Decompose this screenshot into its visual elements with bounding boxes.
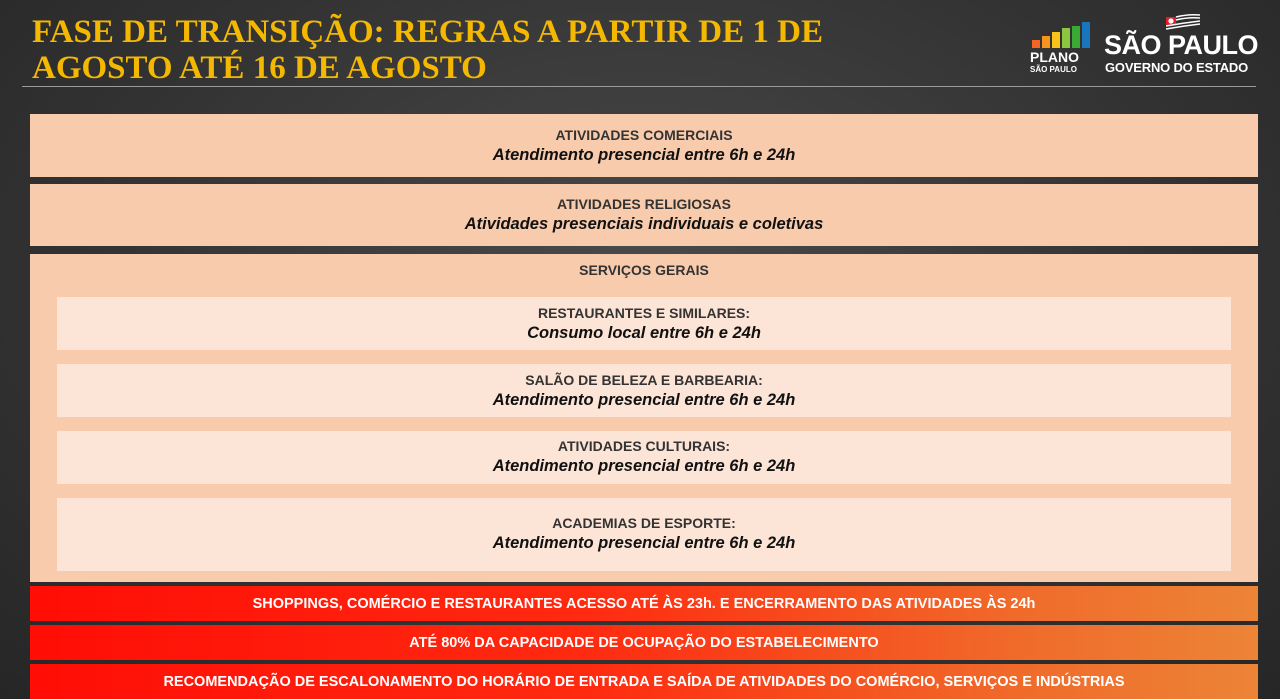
governo-sp-logo: SÃO PAULO GOVERNO DO ESTADO (1104, 14, 1274, 75)
section-servicos-gerais: SERVIÇOS GERAIS RESTAURANTES E SIMILARES… (30, 254, 1258, 582)
rule-banner: RECOMENDAÇÃO DE ESCALONAMENTO DO HORÁRIO… (30, 664, 1258, 699)
bar-chart-icon (1032, 22, 1090, 48)
rule-banner: SHOPPINGS, COMÉRCIO E RESTAURANTES ACESS… (30, 586, 1258, 621)
service-item: ACADEMIAS DE ESPORTE: Atendimento presen… (57, 498, 1231, 571)
service-item: RESTAURANTES E SIMILARES: Consumo local … (57, 297, 1231, 350)
page-title: FASE DE TRANSIÇÃO: REGRAS A PARTIR DE 1 … (32, 14, 823, 86)
section-atividades-religiosas: ATIVIDADES RELIGIOSAS Atividades presenc… (30, 184, 1258, 246)
rule-banner: ATÉ 80% DA CAPACIDADE DE OCUPAÇÃO DO EST… (30, 625, 1258, 660)
divider (22, 86, 1256, 87)
plano-sao-paulo-logo: PLANO SÃO PAULO (1030, 22, 1090, 76)
flag-icon (1166, 14, 1200, 30)
section-atividades-comerciais: ATIVIDADES COMERCIAIS Atendimento presen… (30, 114, 1258, 177)
service-item: ATIVIDADES CULTURAIS: Atendimento presen… (57, 431, 1231, 484)
service-item: SALÃO DE BELEZA E BARBEARIA: Atendimento… (57, 364, 1231, 417)
